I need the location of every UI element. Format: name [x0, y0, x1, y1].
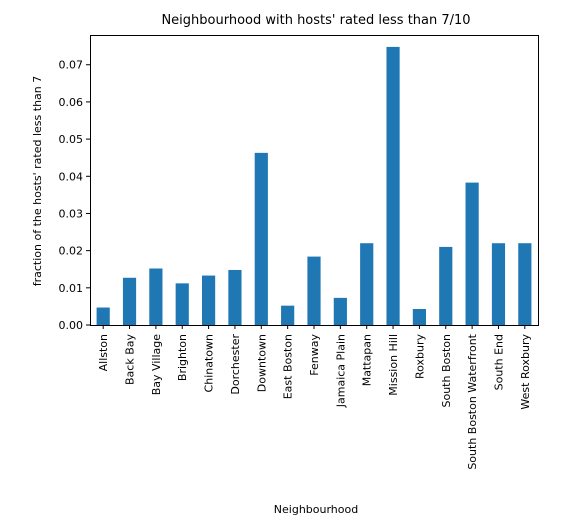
- bar-downtown: [254, 152, 268, 325]
- x-tick-label: Chinatown: [203, 334, 216, 392]
- x-tick-label: East Boston: [282, 334, 295, 399]
- y-tick-label: 0.04: [59, 170, 84, 183]
- x-tick-label: Brighton: [176, 334, 189, 381]
- x-tick-label: Mattapan: [361, 334, 374, 386]
- y-axis-ticks: 0.00 0.01 0.02 0.03 0.04 0.05 0.06 0.07: [59, 59, 90, 332]
- bar-roxbury: [412, 309, 426, 325]
- bar-dorchester: [228, 269, 242, 325]
- x-tick-label: South Boston Waterfront: [466, 333, 479, 469]
- bar-east-boston: [281, 305, 295, 325]
- bar-fenway: [307, 256, 321, 325]
- y-tick-label: 0.07: [59, 59, 84, 72]
- bar-south-boston-waterfront: [465, 182, 479, 325]
- bar-back-bay: [122, 277, 137, 325]
- bar-chinatown: [202, 275, 216, 325]
- y-tick-label: 0.01: [59, 282, 84, 295]
- bar-allston: [96, 307, 110, 325]
- x-tick-label: South Boston: [440, 334, 453, 408]
- x-axis-label: Neighbourhood: [274, 503, 358, 516]
- y-tick-label: 0.02: [59, 245, 84, 258]
- y-tick-label: 0.03: [59, 207, 84, 220]
- bar-west-roxbury: [518, 243, 532, 325]
- bar-mattapan: [360, 243, 374, 325]
- bar-brighton: [175, 283, 189, 325]
- x-tick-label: Bay Village: [150, 334, 163, 395]
- x-tick-label: Dorchester: [229, 334, 242, 395]
- bar-jamaica-plain: [333, 297, 347, 325]
- bar-bay-village: [149, 268, 163, 325]
- plot-frame: [90, 35, 539, 326]
- x-tick-label: Downtown: [255, 334, 268, 392]
- y-tick-label: 0.06: [59, 96, 84, 109]
- y-axis-label: fraction of the hosts' rated less than 7: [31, 76, 44, 287]
- bar-mission-hill: [386, 46, 400, 326]
- bar-south-end: [491, 243, 506, 325]
- x-tick-label: Mission Hill: [387, 334, 400, 396]
- x-tick-label: Back Bay: [124, 334, 137, 385]
- x-tick-label: South End: [492, 334, 505, 390]
- x-tick-label: West Roxbury: [519, 334, 532, 410]
- chart-title: Neighbourhood with hosts' rated less tha…: [161, 13, 470, 28]
- x-tick-label: Fenway: [308, 334, 321, 376]
- bars-group: [96, 46, 532, 326]
- bar-south-boston: [439, 246, 453, 325]
- x-axis-ticks: Allston Back Bay Bay Village Brighton Chinat…: [97, 325, 532, 470]
- x-tick-label: Jamaica Plain: [334, 334, 347, 408]
- y-tick-label: 0.05: [59, 133, 84, 146]
- x-tick-label: Roxbury: [413, 334, 426, 380]
- x-tick-label: Allston: [97, 334, 110, 371]
- y-tick-label: 0.00: [59, 319, 84, 332]
